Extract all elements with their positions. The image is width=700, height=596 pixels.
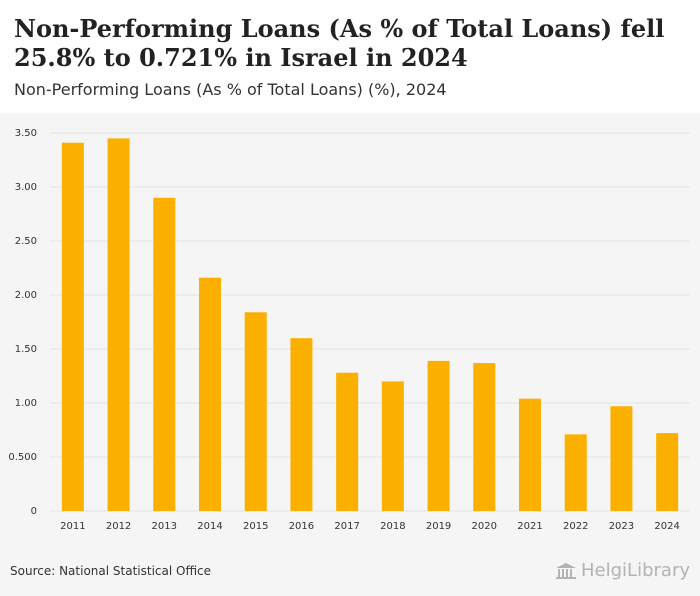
source-note: Source: National Statistical Office [10, 564, 212, 578]
x-tick-label: 2017 [334, 521, 359, 532]
x-tick-label: 2019 [426, 521, 451, 532]
bar-2013[interactable] [153, 197, 176, 512]
y-tick-label: 2.00 [15, 290, 37, 301]
bar-2021[interactable] [519, 398, 541, 511]
x-tick-label: 2024 [654, 521, 679, 532]
bar-2014[interactable] [199, 277, 221, 511]
y-tick-label: 1.00 [15, 398, 37, 409]
bar-2012[interactable] [107, 138, 130, 511]
x-tick-label: 2018 [380, 521, 405, 532]
y-tick-label: 0 [31, 506, 37, 517]
page-title: Non-Performing Loans (As % of Total Loan… [14, 14, 665, 72]
x-tick-label: 2011 [60, 521, 85, 532]
bar-2019[interactable] [427, 360, 450, 511]
x-tick-label: 2013 [152, 521, 177, 532]
bar-chart: 0 0.500 1.00 1.50 2.00 2.50 3.00 3.50 2011 2012 20… [8, 128, 690, 532]
y-tick-label: 3.00 [15, 182, 37, 193]
library-building-icon [555, 562, 577, 580]
bar-2024[interactable] [656, 433, 679, 511]
bar-2022[interactable] [564, 434, 587, 511]
chart-subtitle: Non-Performing Loans (As % of Total Loan… [14, 80, 447, 99]
bar-2023[interactable] [610, 406, 633, 511]
x-tick-label: 2021 [517, 521, 542, 532]
brand-name: HelgiLibrary [581, 560, 690, 581]
bar-2015[interactable] [244, 312, 267, 511]
x-tick-label: 2020 [472, 521, 497, 532]
x-tick-label: 2012 [106, 521, 131, 532]
y-tick-label: 1.50 [15, 344, 37, 355]
x-tick-label: 2023 [609, 521, 634, 532]
bar-2017[interactable] [336, 372, 359, 511]
x-tick-label: 2014 [197, 521, 222, 532]
chart-header: Non-Performing Loans (As % of Total Loan… [0, 0, 700, 113]
brand-logo[interactable]: HelgiLibrary [555, 560, 690, 581]
bar-2011[interactable] [61, 142, 84, 511]
y-tick-label: 3.50 [15, 128, 37, 139]
y-tick-label: 0.500 [8, 452, 37, 463]
bar-2018[interactable] [381, 381, 404, 511]
x-tick-label: 2022 [563, 521, 588, 532]
bar-2016[interactable] [290, 338, 313, 511]
y-tick-label: 2.50 [15, 236, 37, 247]
chart-area: 0 0.500 1.00 1.50 2.00 2.50 3.00 3.50 2011 2012 20… [0, 113, 700, 596]
x-tick-label: 2015 [243, 521, 268, 532]
bar-2020[interactable] [473, 363, 496, 511]
x-tick-label: 2016 [289, 521, 314, 532]
